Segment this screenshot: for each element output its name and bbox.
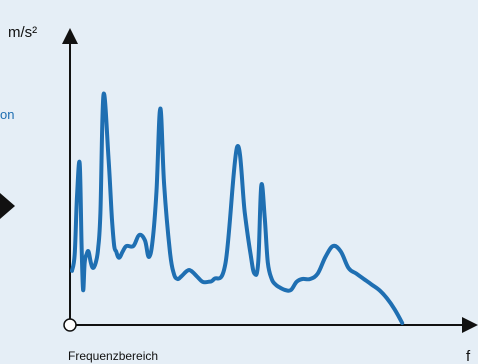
x-axis-arrow-icon [462,317,478,333]
origin-marker [63,318,77,332]
side-fragment-text: on [0,107,14,122]
x-axis-label: f [466,348,471,364]
side-arrow-icon [0,193,15,219]
y-axis-arrow-icon [62,28,78,44]
y-axis-label: m/s² [8,24,37,41]
series-line [70,91,405,325]
x-axis-caption: Frequenzbereich [68,349,158,363]
